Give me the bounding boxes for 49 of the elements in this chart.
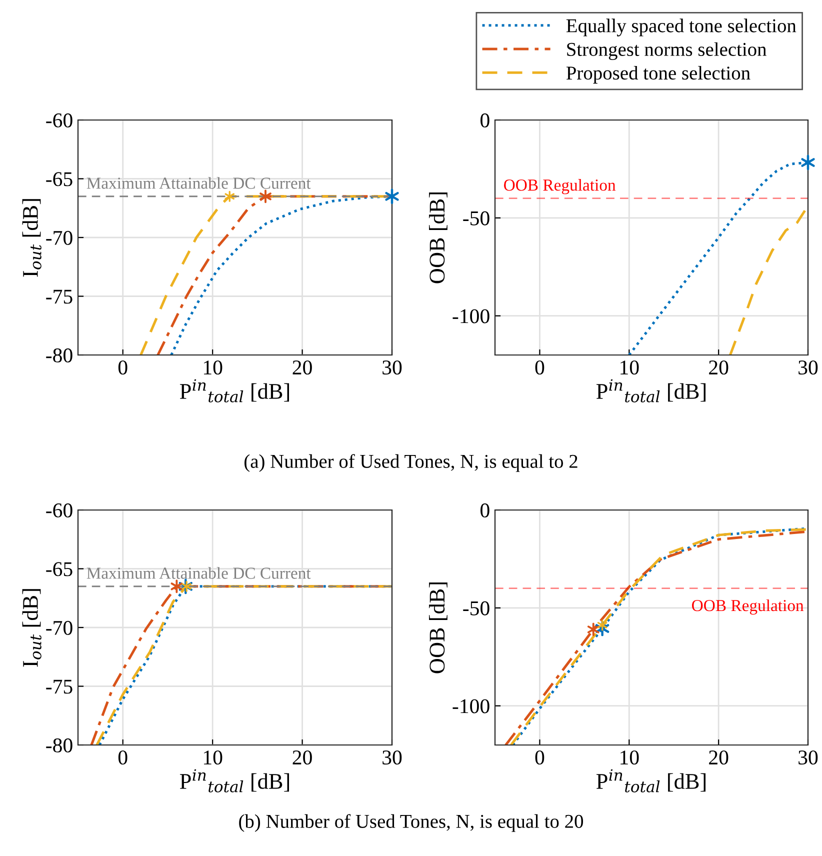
ref-line-label: OOB Regulation xyxy=(504,179,616,194)
x-tick-label: 30 xyxy=(382,360,402,375)
x-axis-title: P$^{in}$$_{total}$ [dB] xyxy=(180,379,289,402)
x-tick-label: 10 xyxy=(620,750,639,765)
text: (b) Number of Used Tones, N, is equal to 20 xyxy=(239,814,584,832)
y-tick-label: 0 xyxy=(480,503,490,518)
x-axis-title: P$^{in}$$_{total}$ [dB] xyxy=(596,379,706,402)
y-tick-label: -100 xyxy=(452,699,490,714)
y-tick-label: -65 xyxy=(46,172,72,186)
x-tick-label: 0 xyxy=(118,750,128,765)
y-tick-label: -50 xyxy=(463,211,490,226)
y-axis-title: OOB [dB] xyxy=(429,192,448,284)
x-tick-label: 30 xyxy=(382,750,402,765)
x-tick-label: 10 xyxy=(620,360,639,375)
y-tick-label: -65 xyxy=(46,562,72,576)
ref-line-label: Maximum Attainable DC Current xyxy=(86,177,311,189)
x-tick-label: 10 xyxy=(204,360,222,375)
x-tick-label: 0 xyxy=(535,360,544,375)
x-tick-label: 20 xyxy=(292,750,312,765)
y-tick-label: -60 xyxy=(46,503,72,518)
y-tick-label: -70 xyxy=(46,230,72,245)
y-axis-title: I$_{out}$ [dB] xyxy=(22,589,42,667)
y-axis-title: OOB [dB] xyxy=(429,582,448,674)
ref-line-label: OOB Regulation xyxy=(692,599,804,615)
y-tick-label: -60 xyxy=(46,113,72,128)
y-tick-label: -100 xyxy=(452,309,490,324)
x-tick-label: 10 xyxy=(204,750,222,765)
y-axis-title: I$_{out}$ [dB] xyxy=(22,199,42,277)
y-tick-label: -80 xyxy=(46,348,72,362)
x-tick-label: 20 xyxy=(709,360,728,375)
x-axis-title: P$^{in}$$_{total}$ [dB] xyxy=(596,769,706,792)
legend-label: Proposed tone selection xyxy=(566,66,750,84)
x-tick-label: 0 xyxy=(118,360,128,375)
legend-label: Strongest norms selection xyxy=(567,42,766,60)
x-tick-label: 30 xyxy=(798,360,818,375)
x-tick-label: 0 xyxy=(535,750,544,765)
y-tick-label: -70 xyxy=(46,620,72,635)
y-tick-label: -50 xyxy=(463,601,490,616)
ref-line-label: Maximum Attainable DC Current xyxy=(86,567,311,579)
x-axis-title: P$^{in}$$_{total}$ [dB] xyxy=(180,769,289,792)
legend-label: Equally spaced tone selection xyxy=(566,18,796,36)
x-tick-label: 20 xyxy=(292,360,312,375)
y-tick-label: -75 xyxy=(46,290,72,304)
y-tick-label: -80 xyxy=(46,738,72,752)
y-tick-label: 0 xyxy=(480,113,490,128)
x-tick-label: 20 xyxy=(709,750,728,765)
x-tick-label: 30 xyxy=(798,750,818,765)
text: (a) Number of Used Tones, N, is equal to 2 xyxy=(244,454,578,472)
y-tick-label: -75 xyxy=(46,680,72,694)
